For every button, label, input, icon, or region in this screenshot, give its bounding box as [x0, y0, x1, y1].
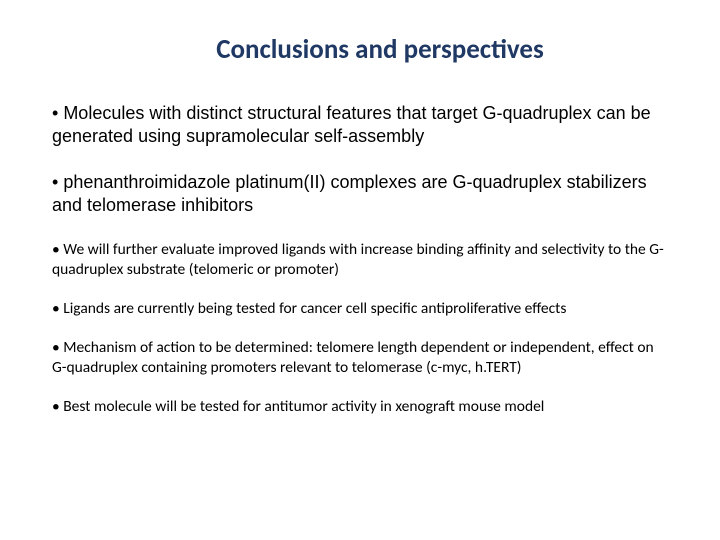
bullet-item: • Best molecule will be tested for antit…: [52, 397, 668, 416]
bullet-item: • Mechanism of action to be determined: …: [52, 338, 668, 377]
bullet-marker-icon: •: [52, 172, 63, 192]
bullet-text: Best molecule will be tested for antitum…: [63, 397, 544, 416]
bullet-marker-icon: •: [52, 397, 63, 416]
bullet-text: phenanthroimidazole platinum(II) complex…: [52, 172, 647, 215]
bullet-item: • Molecules with distinct structural fea…: [52, 102, 668, 147]
bullet-text: Ligands are currently being tested for c…: [63, 299, 566, 318]
bullet-marker-icon: •: [52, 240, 63, 259]
bullet-item: • We will further evaluate improved liga…: [52, 240, 668, 279]
bullet-text: Mechanism of action to be determined: te…: [52, 338, 654, 376]
bullet-marker-icon: •: [52, 103, 63, 123]
slide-container: Conclusions and perspectives • Molecules…: [0, 0, 720, 540]
bullet-marker-icon: •: [52, 338, 63, 357]
bullet-text: Molecules with distinct structural featu…: [52, 103, 651, 146]
bullet-item: • Ligands are currently being tested for…: [52, 299, 668, 318]
bullet-marker-icon: •: [52, 299, 63, 318]
slide-title: Conclusions and perspectives: [52, 36, 668, 64]
bullet-text: We will further evaluate improved ligand…: [52, 240, 664, 278]
bullet-item: • phenanthroimidazole platinum(II) compl…: [52, 171, 668, 216]
